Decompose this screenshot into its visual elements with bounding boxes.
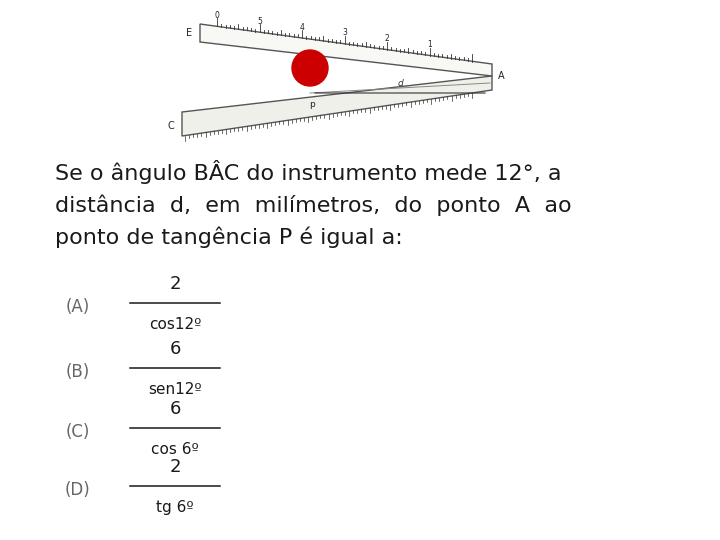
Text: (A): (A) bbox=[66, 298, 90, 316]
Text: cos12º: cos12º bbox=[149, 317, 201, 332]
Polygon shape bbox=[200, 24, 492, 76]
Text: d: d bbox=[397, 79, 403, 88]
Text: tg 6º: tg 6º bbox=[156, 500, 194, 515]
Text: A: A bbox=[498, 71, 505, 81]
Text: cos 6º: cos 6º bbox=[151, 442, 199, 457]
Text: (D): (D) bbox=[65, 481, 91, 499]
Text: 6: 6 bbox=[169, 400, 181, 418]
Text: 2: 2 bbox=[384, 35, 390, 43]
Text: (B): (B) bbox=[66, 363, 90, 381]
Circle shape bbox=[292, 50, 328, 86]
Text: 5: 5 bbox=[257, 17, 262, 26]
Text: 2: 2 bbox=[169, 275, 181, 293]
Text: 0: 0 bbox=[215, 11, 220, 20]
Text: sen12º: sen12º bbox=[148, 382, 202, 397]
Text: Se o ângulo BÂC do instrumento mede 12°, a
distância  d,  em  milímetros,  do  p: Se o ângulo BÂC do instrumento mede 12°,… bbox=[55, 160, 572, 248]
Polygon shape bbox=[182, 76, 492, 136]
Text: 2: 2 bbox=[169, 458, 181, 476]
Text: 1: 1 bbox=[427, 40, 432, 49]
Text: 3: 3 bbox=[342, 29, 347, 37]
Text: 6: 6 bbox=[169, 340, 181, 358]
Text: p: p bbox=[309, 100, 315, 109]
Text: E: E bbox=[186, 28, 192, 38]
Text: (C): (C) bbox=[66, 423, 90, 441]
Text: C: C bbox=[167, 121, 174, 131]
Text: 4: 4 bbox=[300, 23, 305, 31]
